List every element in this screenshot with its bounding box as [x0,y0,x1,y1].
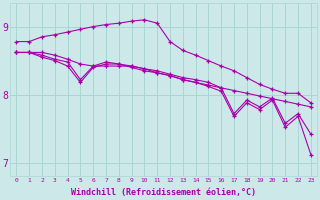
X-axis label: Windchill (Refroidissement éolien,°C): Windchill (Refroidissement éolien,°C) [71,188,256,197]
